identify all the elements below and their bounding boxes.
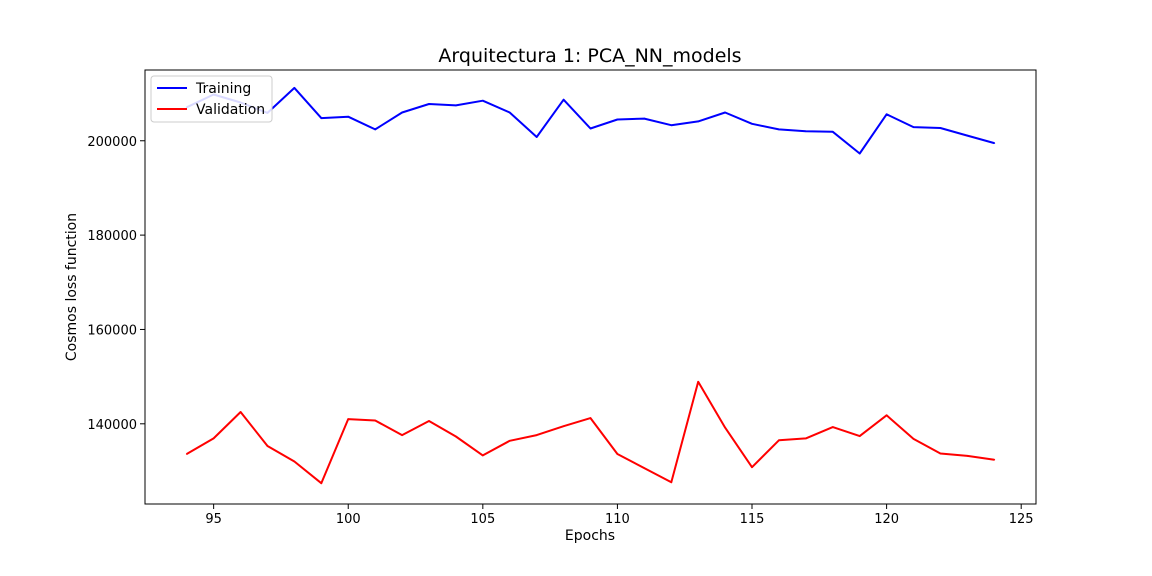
data-point-validation — [239, 411, 242, 413]
data-point-training — [832, 131, 834, 133]
chart-title: Arquitectura 1: PCA_NN_models — [438, 45, 741, 67]
data-point-training — [993, 142, 996, 144]
plot-frame — [144, 69, 1037, 505]
data-point-training — [805, 130, 807, 133]
data-point-training — [401, 111, 403, 114]
data-point-training — [778, 128, 780, 131]
data-point-training — [751, 123, 753, 125]
data-point-validation — [508, 440, 511, 442]
y-tick-label: 180000 — [87, 229, 137, 244]
data-point-training — [966, 134, 969, 137]
data-point-training — [589, 127, 592, 130]
data-point-validation — [993, 458, 996, 461]
legend-label-training: Training — [195, 81, 251, 97]
x-tick-label: 110 — [605, 512, 630, 527]
data-point-validation — [401, 434, 403, 436]
x-tick-label: 125 — [1009, 512, 1034, 527]
data-point-validation — [616, 453, 619, 455]
data-point-validation — [751, 466, 753, 469]
x-tick-label: 100 — [336, 512, 361, 527]
data-point-validation — [374, 419, 377, 422]
data-point-validation — [912, 438, 915, 440]
data-point-training — [724, 111, 726, 114]
data-point-validation — [805, 437, 807, 440]
data-point-validation — [832, 426, 834, 428]
data-point-validation — [185, 453, 188, 455]
x-tick-label: 95 — [205, 512, 222, 527]
data-point-validation — [455, 435, 457, 438]
plot-area — [185, 86, 996, 485]
data-point-training — [482, 99, 484, 102]
data-point-validation — [266, 445, 269, 447]
data-point-training — [428, 103, 430, 105]
data-point-validation — [858, 435, 861, 437]
data-point-training — [697, 120, 699, 123]
data-point-validation — [966, 455, 969, 457]
data-point-validation — [347, 418, 350, 420]
x-tick-label: 120 — [874, 512, 899, 527]
y-axis: 140000 160000 180000 200000 — [87, 135, 145, 433]
data-point-training — [320, 117, 323, 119]
x-axis-label: Epochs — [565, 528, 615, 544]
data-point-validation — [589, 417, 592, 419]
x-tick-label: 105 — [470, 512, 495, 527]
data-point-training — [858, 152, 861, 155]
data-point-validation — [320, 482, 323, 485]
data-point-validation — [724, 426, 726, 429]
data-point-training — [293, 87, 296, 89]
data-point-validation — [939, 452, 942, 455]
data-point-validation — [670, 481, 673, 484]
data-point-training — [347, 115, 350, 118]
data-point-training — [885, 113, 888, 116]
data-point-validation — [293, 460, 296, 463]
data-point-validation — [778, 439, 780, 442]
y-axis-label: Cosmos loss function — [64, 213, 80, 361]
data-point-training — [535, 136, 538, 138]
y-tick-label: 160000 — [87, 323, 137, 338]
data-point-training — [455, 104, 457, 107]
x-axis: 95 100 105 110 115 120 125 — [205, 504, 1034, 527]
data-point-validation — [643, 467, 646, 469]
data-point-training — [616, 118, 619, 121]
legend-label-validation: Validation — [196, 102, 265, 118]
y-tick-label: 140000 — [87, 418, 137, 433]
data-point-training — [643, 117, 646, 120]
data-point-validation — [885, 414, 888, 417]
data-point-training — [562, 98, 565, 101]
data-point-training — [374, 128, 377, 131]
data-point-validation — [482, 454, 484, 457]
data-point-validation — [562, 425, 565, 428]
legend: Training Validation — [150, 75, 273, 123]
data-point-training — [508, 111, 511, 114]
y-tick-label: 200000 — [87, 135, 137, 150]
data-point-training — [912, 126, 915, 128]
data-point-training — [939, 127, 942, 129]
x-tick-label: 115 — [740, 512, 765, 527]
data-point-validation — [535, 434, 538, 436]
data-point-validation — [428, 420, 430, 422]
data-point-validation — [697, 381, 699, 383]
data-point-validation — [212, 437, 215, 440]
data-point-training — [670, 124, 673, 126]
